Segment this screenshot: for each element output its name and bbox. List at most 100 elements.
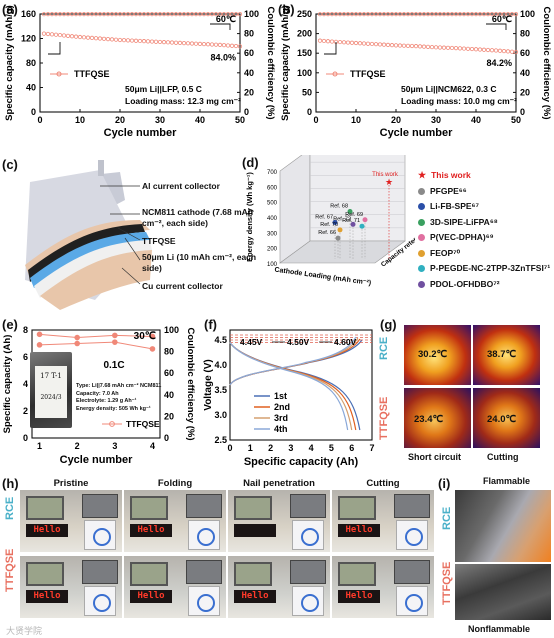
this-work-label: This work bbox=[372, 172, 399, 178]
y-tick-label: 4.0 bbox=[214, 360, 227, 370]
capacity-point bbox=[329, 39, 335, 44]
ref-point bbox=[332, 220, 338, 226]
lcd-display bbox=[234, 496, 272, 520]
capacity-point bbox=[505, 49, 511, 54]
led-text: Hello bbox=[137, 591, 165, 601]
y-tick-label: 0 bbox=[31, 107, 36, 117]
capacity-point bbox=[497, 48, 503, 53]
capacity-point bbox=[477, 47, 483, 52]
x-tick-label: 50 bbox=[235, 115, 245, 125]
arrow-left-axis bbox=[324, 42, 337, 55]
arrow-left-axis bbox=[48, 42, 61, 55]
capacity-point bbox=[73, 34, 79, 39]
z-tick-label: 200 bbox=[267, 247, 278, 253]
ce-point bbox=[133, 11, 139, 17]
legend-label: TTFQSE bbox=[350, 69, 386, 79]
panel-e-label: (e) bbox=[2, 317, 18, 332]
condition-line2: Loading mass: 12.3 mg cm⁻² bbox=[125, 96, 241, 106]
ce-point bbox=[201, 11, 207, 17]
capacity-point bbox=[409, 43, 415, 49]
ce-point bbox=[317, 12, 323, 17]
photo-i-ttfqse bbox=[455, 564, 551, 620]
ce-point bbox=[469, 11, 475, 17]
ce-point bbox=[197, 11, 203, 17]
y-axis-label: Specific capacity (mAh/g) bbox=[280, 5, 291, 121]
ce-point bbox=[449, 11, 455, 17]
capacity-point bbox=[361, 41, 367, 46]
capacity-point bbox=[201, 41, 207, 47]
electrolyte-disc bbox=[301, 594, 319, 612]
capacity-point bbox=[109, 37, 115, 42]
legend-d-item: Li-FB-SPE⁶⁷ bbox=[418, 201, 479, 211]
capacity-point bbox=[113, 37, 119, 42]
ref-label: Ref. 69 bbox=[345, 212, 363, 218]
circuit-board bbox=[82, 560, 118, 584]
capacity-point bbox=[85, 35, 91, 40]
capacity-point bbox=[465, 46, 471, 51]
capacity-point bbox=[405, 43, 411, 48]
ref-label: Ref. 72 bbox=[333, 216, 351, 222]
sphere-icon bbox=[418, 218, 425, 226]
legend-label: 2nd bbox=[274, 402, 290, 412]
thermal-ttfqse-cut: 24.0℃ bbox=[473, 388, 540, 448]
led-text: Hello bbox=[33, 591, 61, 601]
capacity-point bbox=[237, 44, 243, 49]
y-axis-label: Specific capacity (Ah) bbox=[2, 335, 13, 434]
capacity-point bbox=[77, 34, 83, 40]
lcd-display bbox=[338, 562, 376, 586]
ce-point bbox=[193, 11, 199, 17]
y-tick-label: 6 bbox=[23, 352, 28, 362]
ce-point bbox=[61, 11, 67, 17]
y2-tick-label: 0 bbox=[164, 433, 169, 443]
y2-tick-label: 40 bbox=[520, 68, 530, 78]
ce-point bbox=[173, 11, 179, 17]
capacity-point bbox=[469, 46, 475, 52]
ce-point bbox=[165, 11, 171, 17]
ref-point bbox=[337, 227, 343, 233]
x-tick-label: 4 bbox=[309, 443, 314, 453]
legend-d-text: Li-FB-SPE⁶⁷ bbox=[430, 201, 479, 211]
y2-tick-label: 40 bbox=[244, 68, 254, 78]
y2-tick-label: 60 bbox=[164, 368, 174, 378]
capacity-point bbox=[413, 44, 419, 49]
temp-rce-cut: 38.7℃ bbox=[487, 349, 517, 360]
legend-d-text: PDOL-OFHDBO⁷² bbox=[430, 278, 500, 289]
cutoff-label-2: 4.50V bbox=[287, 337, 310, 347]
ce-point bbox=[369, 11, 375, 17]
led-panel: Hello bbox=[338, 590, 380, 603]
capacity-point bbox=[353, 40, 359, 46]
x-tick-label: 0 bbox=[313, 115, 318, 125]
capacity-point bbox=[421, 44, 427, 49]
pouch-label-line1: 17 T-1 bbox=[40, 372, 62, 380]
ref-label: Ref. 68 bbox=[330, 203, 348, 209]
ref-point bbox=[350, 221, 356, 227]
ce-point bbox=[101, 11, 107, 17]
condition-line1: 50μm Li||LFP, 0.5 C bbox=[125, 84, 202, 94]
h-row-ttfqse: TTFQSE bbox=[4, 548, 16, 592]
legend-d-item: P-PEGDE-NC-2TPP-3ZnTFSI⁷¹ bbox=[418, 263, 550, 273]
legend-label: 4th bbox=[274, 424, 288, 434]
led-text: Hello bbox=[137, 525, 165, 535]
panel-c-label: (c) bbox=[2, 157, 18, 172]
label-ncm811-cathode: NCM811 cathode (7.68 mAh cm⁻², each side… bbox=[142, 207, 254, 228]
ce-point bbox=[185, 11, 191, 17]
x-axis-label: Cycle number bbox=[380, 127, 453, 139]
y2-axis-label: Coulombic efficiency (%) bbox=[185, 328, 196, 441]
y-tick-label: 100 bbox=[297, 68, 312, 78]
x-tick-label: 0 bbox=[227, 443, 232, 453]
led-text: Hello bbox=[345, 525, 373, 535]
h-photo: Hello bbox=[332, 556, 434, 618]
y2-tick-label: 60 bbox=[244, 48, 254, 58]
lcd-display bbox=[26, 562, 64, 586]
capacity-point bbox=[49, 32, 55, 37]
x-tick-label: 3 bbox=[288, 443, 293, 453]
plot-frame bbox=[315, 13, 517, 113]
capacity-point bbox=[157, 39, 163, 45]
ce-point bbox=[169, 11, 175, 17]
panel-g-label: (g) bbox=[380, 317, 397, 332]
this-work-star: ★ bbox=[385, 177, 393, 187]
circuit-board bbox=[186, 494, 222, 518]
ce-point bbox=[325, 11, 331, 17]
capacity-point bbox=[441, 45, 447, 50]
capacity-point bbox=[61, 33, 67, 38]
